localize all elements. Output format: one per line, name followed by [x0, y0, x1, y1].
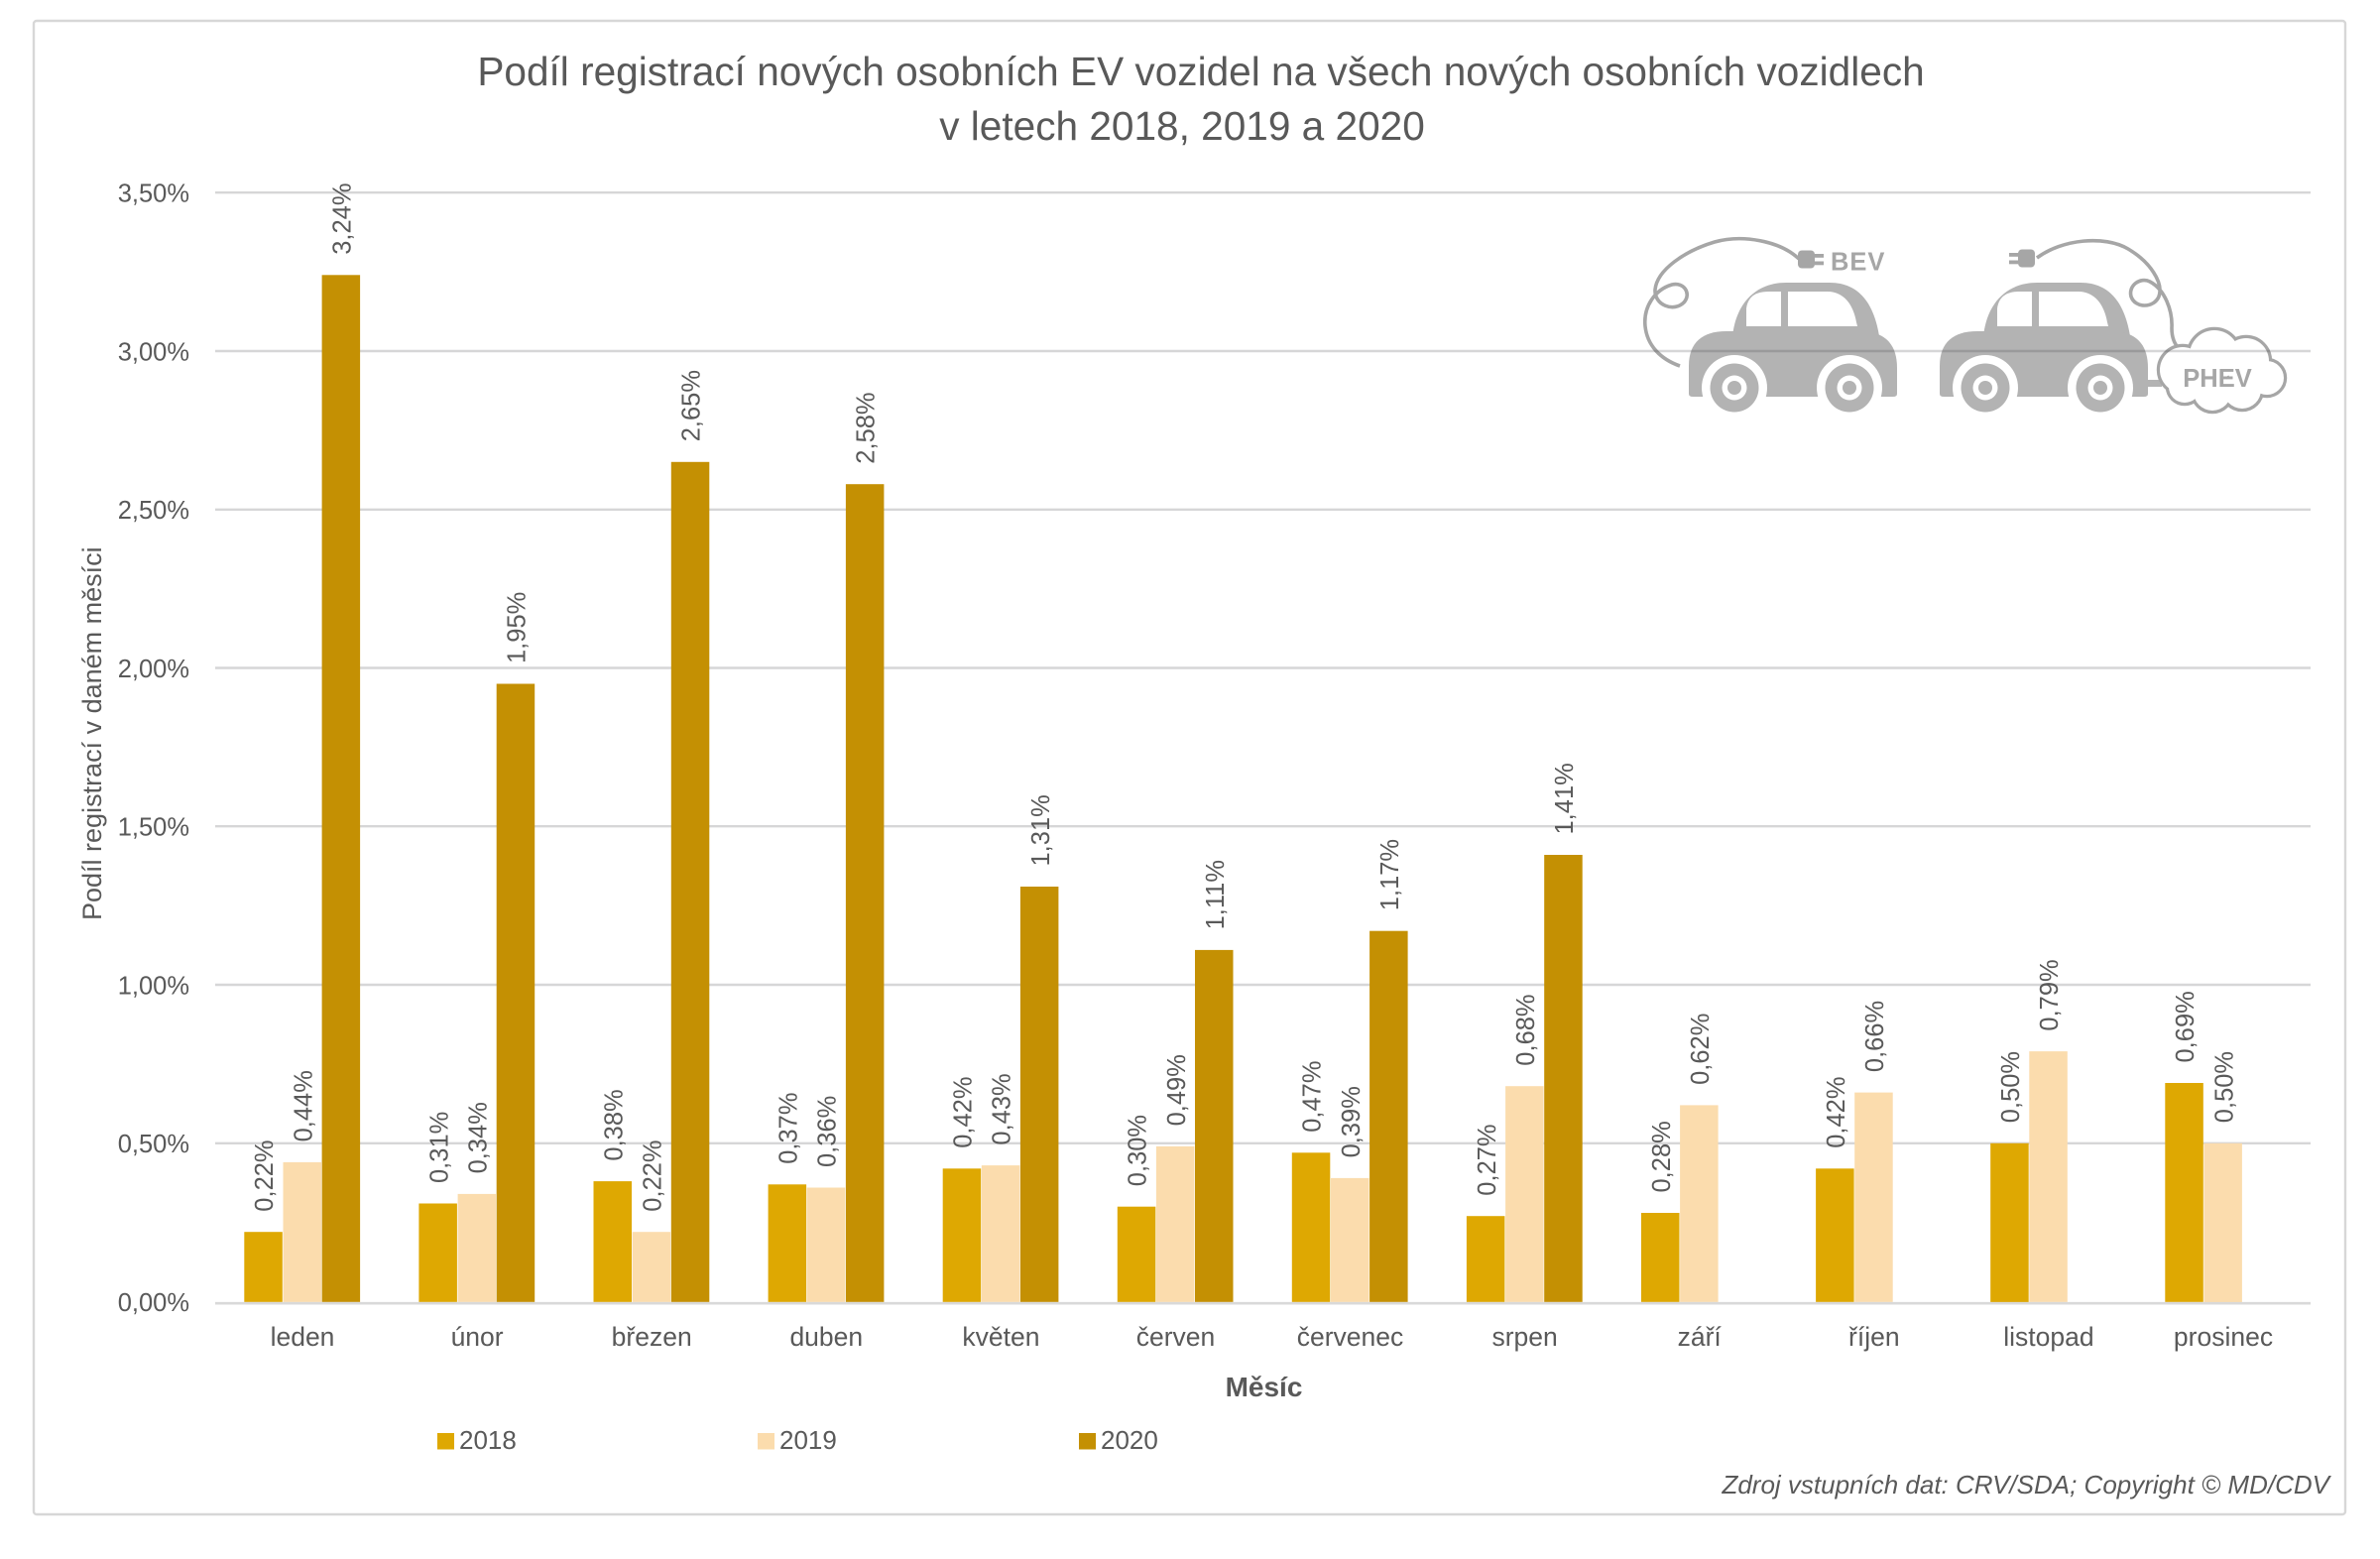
svg-text:0,37%: 0,37% — [775, 1092, 803, 1163]
svg-text:Zdroj vstupních dat: CRV/SDA;: Zdroj vstupních dat: CRV/SDA; Copyright … — [1721, 1470, 2331, 1499]
svg-text:3,00%: 3,00% — [118, 338, 189, 366]
svg-text:0,44%: 0,44% — [290, 1070, 317, 1141]
svg-text:květen: květen — [962, 1322, 1039, 1352]
svg-text:0,43%: 0,43% — [989, 1073, 1016, 1144]
svg-text:červenec: červenec — [1297, 1322, 1404, 1352]
svg-text:0,39%: 0,39% — [1338, 1086, 1366, 1157]
svg-text:0,47%: 0,47% — [1299, 1060, 1327, 1132]
svg-text:duben: duben — [789, 1322, 863, 1352]
svg-text:říjen: říjen — [1848, 1322, 1900, 1352]
svg-text:3,24%: 3,24% — [329, 182, 357, 254]
svg-text:2,50%: 2,50% — [118, 497, 189, 525]
svg-text:srpen: srpen — [1491, 1322, 1557, 1352]
svg-text:0,00%: 0,00% — [118, 1289, 189, 1317]
svg-text:BEV: BEV — [1831, 249, 1885, 277]
svg-text:1,31%: 1,31% — [1027, 794, 1055, 866]
svg-text:0,50%: 0,50% — [118, 1131, 189, 1158]
svg-text:0,38%: 0,38% — [600, 1089, 628, 1160]
svg-text:0,30%: 0,30% — [1125, 1115, 1152, 1186]
svg-text:v letech 2018, 2019 a 2020: v letech 2018, 2019 a 2020 — [939, 103, 1425, 149]
svg-text:Podíl registrací v daném měsíc: Podíl registrací v daném měsíci — [77, 546, 107, 920]
svg-text:září: září — [1678, 1322, 1723, 1352]
svg-text:0,79%: 0,79% — [2036, 959, 2064, 1030]
svg-text:0,28%: 0,28% — [1648, 1121, 1676, 1192]
svg-text:1,95%: 1,95% — [504, 592, 532, 663]
svg-text:Podíl registrací nových osobní: Podíl registrací nových osobních EV vozi… — [477, 49, 1924, 94]
svg-text:0,36%: 0,36% — [814, 1096, 842, 1167]
svg-text:2018: 2018 — [459, 1425, 517, 1455]
svg-text:0,22%: 0,22% — [251, 1139, 279, 1211]
svg-text:3,50%: 3,50% — [118, 180, 189, 208]
svg-text:1,00%: 1,00% — [118, 972, 189, 1000]
svg-text:0,69%: 0,69% — [2172, 991, 2200, 1062]
svg-text:březen: březen — [612, 1322, 692, 1352]
svg-text:2019: 2019 — [779, 1425, 837, 1455]
svg-text:0,34%: 0,34% — [464, 1102, 492, 1173]
svg-text:1,41%: 1,41% — [1551, 763, 1579, 834]
svg-text:listopad: listopad — [2003, 1322, 2093, 1352]
svg-text:2,58%: 2,58% — [853, 392, 881, 463]
svg-text:0,42%: 0,42% — [1823, 1076, 1850, 1147]
svg-text:0,42%: 0,42% — [950, 1076, 978, 1147]
svg-text:leden: leden — [271, 1322, 335, 1352]
svg-text:únor: únor — [451, 1322, 504, 1352]
svg-text:1,17%: 1,17% — [1376, 839, 1404, 910]
svg-text:0,66%: 0,66% — [1861, 1001, 1889, 1072]
svg-text:0,49%: 0,49% — [1163, 1054, 1191, 1126]
svg-text:0,50%: 0,50% — [1997, 1051, 2025, 1123]
svg-text:2,00%: 2,00% — [118, 656, 189, 683]
svg-text:0,68%: 0,68% — [1512, 994, 1540, 1065]
svg-text:2,65%: 2,65% — [678, 370, 706, 441]
svg-text:0,27%: 0,27% — [1474, 1124, 1501, 1195]
svg-text:0,50%: 0,50% — [2210, 1051, 2238, 1123]
svg-text:2020: 2020 — [1101, 1425, 1158, 1455]
svg-text:PHEV: PHEV — [2183, 365, 2251, 393]
svg-text:Měsíc: Měsíc — [1226, 1372, 1303, 1402]
svg-text:červen: červen — [1136, 1322, 1216, 1352]
svg-text:prosinec: prosinec — [2174, 1322, 2273, 1352]
svg-text:1,50%: 1,50% — [118, 814, 189, 842]
svg-text:1,11%: 1,11% — [1202, 860, 1230, 929]
svg-text:0,62%: 0,62% — [1687, 1014, 1715, 1085]
svg-text:0,22%: 0,22% — [640, 1139, 667, 1211]
svg-text:0,31%: 0,31% — [425, 1112, 453, 1183]
